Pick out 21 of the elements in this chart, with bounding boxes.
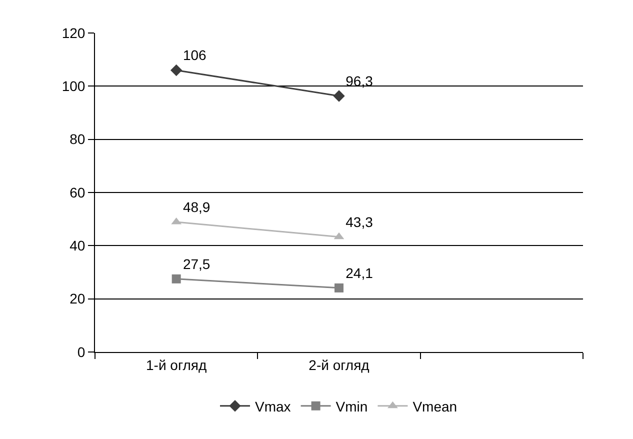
y-tick-label: 120 [62,24,86,41]
y-tick-label: 100 [62,78,86,94]
point [333,90,345,102]
legend-label: Vmin [336,398,368,414]
point [170,64,182,76]
data-label: 48,9 [182,198,210,215]
y-tick-label: 20 [70,290,86,307]
y-tick-label: 60 [70,184,86,200]
point [172,274,181,284]
data-label: 24,1 [346,264,374,281]
y-tick-label: 40 [70,238,86,254]
y-tick-label: 0 [77,344,86,360]
legend-label: Vmean [412,398,458,414]
y-tick-label: 80 [70,131,86,148]
point [334,283,344,292]
x-tick-label: 2-й огляд [308,356,370,373]
data-label: 43,3 [346,214,374,230]
data-label: 27,5 [182,256,210,272]
data-label: 106 [182,47,207,64]
legend-label: Vmax [255,398,291,414]
x-tick-label: 1-й огляд [146,356,207,373]
